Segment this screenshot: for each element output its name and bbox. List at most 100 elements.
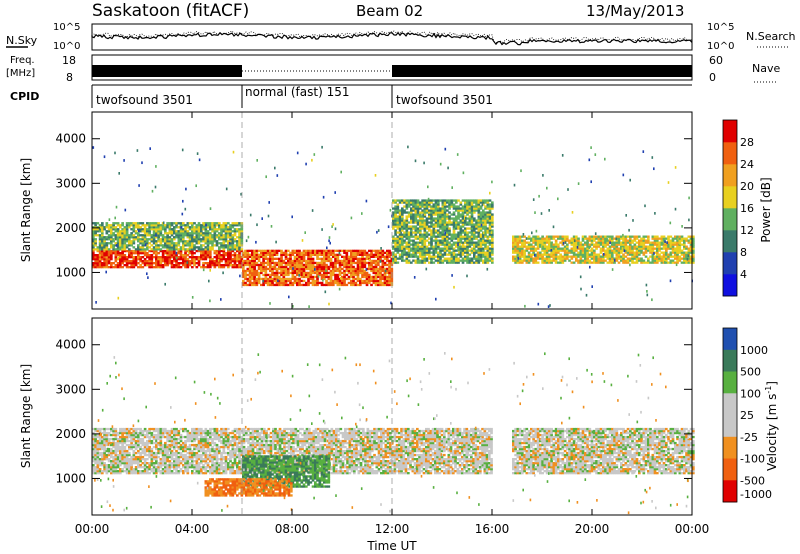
echo-cell <box>107 453 111 457</box>
echo-cell <box>231 258 235 261</box>
echo-cell <box>548 253 551 256</box>
echo-cell <box>491 249 494 252</box>
echo-cell <box>434 255 438 258</box>
echo-cell <box>412 207 415 210</box>
echo-cell <box>96 427 100 431</box>
echo-cell <box>284 265 288 269</box>
echo-cell <box>177 232 181 235</box>
echo-cell <box>96 226 100 229</box>
echo-cell <box>325 275 328 279</box>
echo-cell <box>264 281 268 285</box>
echo-cell <box>466 213 469 216</box>
echo-cell <box>132 238 136 241</box>
echo-cell <box>416 245 420 248</box>
echo-cell <box>191 246 194 249</box>
echo-cell <box>329 277 333 281</box>
echo-cell <box>647 235 650 238</box>
echo-cell <box>635 249 639 252</box>
echo-cell <box>352 275 355 279</box>
echo-cell <box>396 241 400 244</box>
echo-cell <box>451 274 453 277</box>
echo-cell <box>157 252 160 255</box>
echo-cell <box>459 235 463 238</box>
echo-cell <box>561 239 565 242</box>
echo-cell <box>396 251 400 254</box>
echo-cell <box>466 235 469 238</box>
echo-cell <box>377 263 380 267</box>
echo-cell <box>141 249 145 253</box>
echo-cell <box>588 158 591 162</box>
echo-cell <box>139 249 142 253</box>
echo-cell <box>96 449 100 453</box>
echo-cell <box>488 215 492 218</box>
echo-cell <box>374 269 378 273</box>
echo-cell <box>293 267 297 271</box>
echo-cell <box>468 215 472 218</box>
echo-cell <box>119 453 122 457</box>
echo-cell <box>130 244 133 247</box>
echo-cell <box>101 435 104 439</box>
echo-cell <box>421 199 424 202</box>
echo-cell <box>477 221 481 224</box>
echo-cell <box>227 222 230 225</box>
echo-cell <box>566 253 569 256</box>
echo-cell <box>220 234 223 237</box>
echo-cell <box>421 215 424 218</box>
echo-cell <box>523 255 526 258</box>
echo-cell <box>307 263 310 267</box>
echo-cell <box>116 252 120 255</box>
echo-cell <box>654 212 656 215</box>
echo-cell <box>177 236 181 239</box>
echo-cell <box>233 246 237 249</box>
echo-cell <box>244 259 247 263</box>
echo-cell <box>116 443 120 447</box>
echo-cell <box>341 267 344 271</box>
echo-cell <box>293 257 297 261</box>
echo-cell <box>309 271 313 275</box>
echo-cell <box>352 249 355 253</box>
echo-cell <box>188 242 192 245</box>
echo-cell <box>155 246 158 249</box>
echo-cell <box>215 249 219 253</box>
echo-cell <box>195 184 197 188</box>
echo-cell <box>177 230 181 233</box>
echo-cell <box>491 235 494 238</box>
echo-cell <box>563 247 567 250</box>
echo-cell <box>669 245 673 248</box>
echo-cell <box>450 259 454 262</box>
echo-cell <box>473 237 476 240</box>
echo-cell <box>229 230 232 233</box>
echo-cell <box>284 273 288 277</box>
echo-cell <box>329 257 333 261</box>
echo-cell <box>215 260 219 263</box>
echo-cell <box>150 236 154 239</box>
echo-cell <box>291 273 295 277</box>
echo-cell <box>287 273 290 277</box>
echo-cell <box>617 243 621 246</box>
echo-cell <box>231 254 235 257</box>
echo-cell <box>527 261 531 264</box>
echo-cell <box>121 240 124 243</box>
echo-cell <box>114 256 118 259</box>
echo-cell <box>674 261 677 264</box>
echo-cell <box>615 247 619 250</box>
echo-cell <box>522 233 525 236</box>
echo-cell <box>398 241 402 244</box>
echo-cell <box>242 271 245 275</box>
echo-cell <box>450 201 454 204</box>
echo-cell <box>491 207 494 210</box>
echo-cell <box>204 240 208 243</box>
echo-cell <box>566 243 569 246</box>
echo-cell <box>448 219 451 222</box>
echo-cell <box>622 235 625 238</box>
echo-cell <box>443 245 447 248</box>
echo-cell <box>296 281 299 285</box>
echo-cell <box>468 241 472 244</box>
echo-cell <box>441 209 445 212</box>
echo-cell <box>521 255 524 258</box>
echo-cell <box>193 264 196 267</box>
echo-cell <box>128 266 131 269</box>
echo-cell <box>92 246 95 249</box>
echo-cell <box>521 241 524 244</box>
echo-cell <box>468 235 472 238</box>
